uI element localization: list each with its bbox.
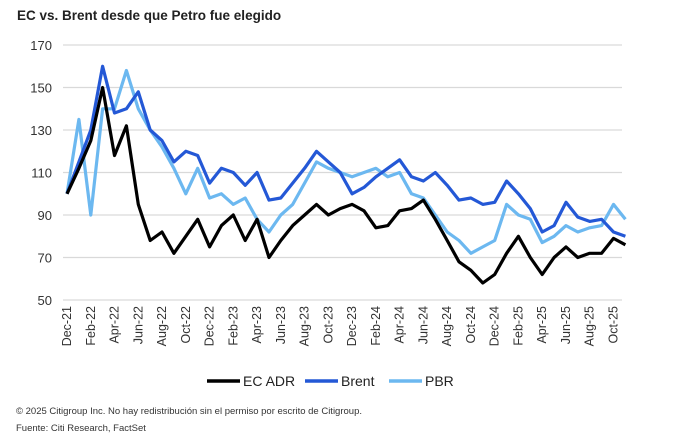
x-tick-label: Dec-23 [345, 306, 359, 346]
y-tick-label: 130 [30, 123, 52, 138]
x-tick-label: Oct-22 [179, 306, 193, 344]
x-tick-label: Apr-23 [250, 306, 264, 344]
x-tick-label: Feb-23 [226, 306, 240, 346]
x-tick-label: Feb-24 [369, 306, 383, 346]
y-tick-label: 110 [31, 166, 52, 181]
y-tick-label: 90 [38, 208, 52, 223]
x-tick-label: Dec-24 [488, 306, 502, 346]
source-note: Fuente: Citi Research, FactSet [16, 423, 146, 434]
x-tick-label: Oct-24 [464, 306, 478, 344]
legend-label: EC ADR [243, 373, 295, 389]
x-tick-label: Dec-21 [60, 306, 74, 346]
x-tick-label: Jun-25 [559, 306, 573, 344]
x-tick-label: Feb-22 [84, 306, 98, 346]
x-tick-label: Aug-22 [155, 306, 169, 346]
y-tick-label: 170 [30, 38, 52, 53]
y-tick-label: 70 [38, 251, 52, 266]
x-tick-label: Aug-23 [298, 306, 312, 346]
y-tick-label: 50 [38, 293, 52, 308]
series-line-pbr [65, 68, 627, 255]
x-tick-label: Jun-23 [274, 306, 288, 344]
x-tick-label: Oct-23 [321, 306, 335, 344]
x-tick-label: Apr-24 [393, 306, 407, 344]
chart-title: EC vs. Brent desde que Petro fue elegido [17, 8, 282, 23]
series-line-ec-adr [65, 85, 627, 285]
y-tick-label: 150 [30, 81, 52, 96]
copyright-note: © 2025 Citigroup Inc. No hay redistribuc… [16, 406, 362, 417]
x-tick-label: Jun-22 [131, 306, 145, 344]
x-tick-label: Aug-24 [440, 306, 454, 346]
legend-label: Brent [341, 373, 375, 389]
legend-label: PBR [425, 373, 454, 389]
x-tick-label: Feb-25 [511, 306, 525, 346]
x-tick-label: Jun-24 [416, 306, 430, 344]
series-line-brent [65, 64, 626, 238]
x-tick-label: Dec-22 [203, 306, 217, 346]
x-tick-label: Apr-25 [535, 306, 549, 344]
x-tick-label: Aug-25 [583, 306, 597, 346]
x-tick-label: Apr-22 [108, 306, 122, 344]
x-tick-label: Oct-25 [606, 306, 620, 344]
